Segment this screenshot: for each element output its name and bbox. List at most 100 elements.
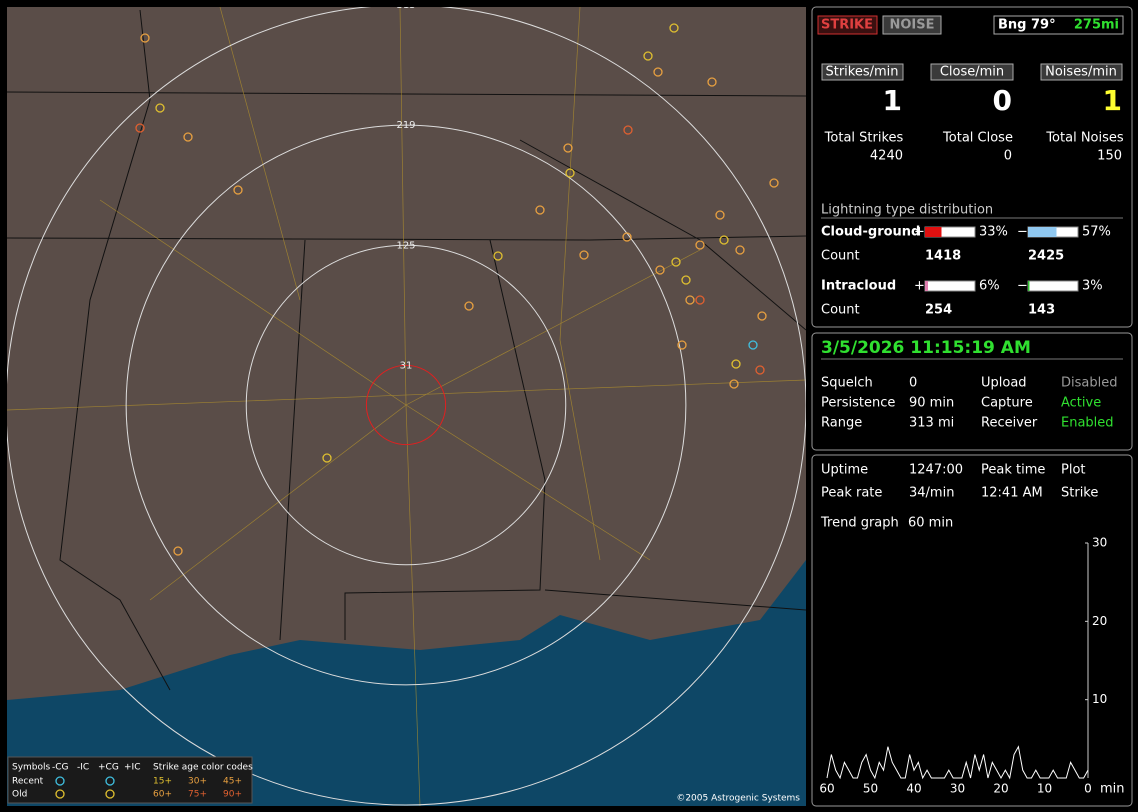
ring-label: 219 bbox=[396, 120, 415, 131]
ring-label: 313 bbox=[396, 0, 415, 11]
x-tick-label: 50 bbox=[863, 782, 878, 796]
legend-symbol: +IC bbox=[124, 763, 140, 773]
bar bbox=[925, 281, 928, 291]
rate-value: 0 bbox=[993, 84, 1012, 117]
percent: 33% bbox=[979, 225, 1008, 240]
bar bbox=[1028, 227, 1057, 237]
count: 254 bbox=[925, 303, 952, 318]
sign: − bbox=[1017, 279, 1028, 294]
x-tick-label: 40 bbox=[906, 782, 921, 796]
setting: Receiver bbox=[981, 416, 1038, 431]
rate-value: 1 bbox=[883, 84, 902, 117]
map: 313 219 125 31 Symbols -CG -IC +CG +IC Stri… bbox=[7, 0, 806, 806]
setting: Disabled bbox=[1061, 376, 1117, 391]
setting: 313 mi bbox=[909, 416, 954, 431]
clock: 3/5/2026 11:15:19 AM bbox=[821, 338, 1031, 358]
total-label: Total Noises bbox=[1045, 131, 1124, 146]
rate-label: Close/min bbox=[940, 65, 1004, 80]
setting: Squelch bbox=[821, 376, 873, 391]
count-label: Count bbox=[821, 249, 860, 264]
sign: + bbox=[914, 279, 925, 294]
percent: 3% bbox=[1082, 279, 1103, 294]
y-tick-label: 30 bbox=[1092, 536, 1107, 550]
count: 1418 bbox=[925, 249, 961, 264]
stat: Uptime bbox=[821, 463, 868, 478]
distribution-title: Lightning type distribution bbox=[821, 203, 993, 218]
trend-label: Trend graph bbox=[820, 516, 899, 531]
ring-label: 31 bbox=[400, 360, 413, 371]
setting: Upload bbox=[981, 376, 1027, 391]
legend-age: 30+ bbox=[188, 777, 207, 787]
stat: Peak time bbox=[981, 463, 1045, 478]
stat: Plot bbox=[1061, 463, 1086, 478]
strike-button[interactable]: STRIKE bbox=[821, 18, 873, 33]
panel-rates: STRIKE NOISE Bng 79° 275mi Strikes/min C… bbox=[811, 6, 1133, 328]
legend bbox=[7, 756, 253, 804]
setting: 0 bbox=[909, 376, 917, 391]
y-tick-label: 20 bbox=[1092, 614, 1107, 628]
x-tick-label: 30 bbox=[950, 782, 965, 796]
rate-label: Noises/min bbox=[1045, 65, 1117, 80]
x-tick-label: 0 bbox=[1084, 782, 1092, 796]
setting: Range bbox=[821, 416, 862, 431]
range-ring bbox=[125, 124, 687, 686]
legend-row: Recent bbox=[12, 777, 44, 787]
range-ring bbox=[7, 7, 806, 806]
legend-symbol: -IC bbox=[77, 763, 89, 773]
count: 2425 bbox=[1028, 249, 1064, 264]
total-label: Total Close bbox=[942, 131, 1013, 146]
type-label: Intracloud bbox=[821, 279, 896, 294]
bearing: Bng 79° bbox=[998, 18, 1056, 33]
sign: − bbox=[1017, 225, 1028, 240]
total-label: Total Strikes bbox=[824, 131, 904, 146]
trend-line bbox=[826, 745, 1089, 780]
legend-symbols bbox=[55, 776, 115, 799]
stat: 34/min bbox=[909, 486, 954, 501]
x-tick-label: 10 bbox=[1037, 782, 1052, 796]
x-unit: min bbox=[1100, 782, 1125, 797]
total-value: 4240 bbox=[870, 149, 903, 164]
close-ring bbox=[365, 364, 447, 446]
strike-symbols bbox=[135, 23, 779, 556]
setting: Persistence bbox=[821, 396, 895, 411]
rate-value: 1 bbox=[1103, 84, 1122, 117]
x-tick-label: 20 bbox=[993, 782, 1008, 796]
total-value: 150 bbox=[1097, 149, 1122, 164]
percent: 6% bbox=[979, 279, 1000, 294]
bar-track bbox=[1027, 280, 1079, 292]
count: 143 bbox=[1028, 303, 1055, 318]
y-tick-label: 10 bbox=[1092, 692, 1107, 706]
legend-symbol: -CG bbox=[52, 763, 69, 773]
ring-label: 125 bbox=[396, 240, 415, 251]
trend-window: 60 min bbox=[908, 516, 953, 531]
stat: 12:41 AM bbox=[981, 486, 1043, 501]
percent: 57% bbox=[1082, 225, 1111, 240]
bar-track bbox=[924, 280, 976, 292]
rate-label: Strikes/min bbox=[825, 65, 898, 80]
distance: 275mi bbox=[1074, 18, 1119, 33]
panel-trend: Uptime 1247:00 Peak time Plot Peak rate 34/mi… bbox=[811, 454, 1133, 807]
legend-age: 45+ bbox=[223, 777, 242, 787]
bar bbox=[1028, 281, 1030, 291]
panel-settings: 3/5/2026 11:15:19 AM Squelch 0 Upload Disab… bbox=[811, 332, 1133, 451]
stat: Peak rate bbox=[821, 486, 882, 501]
total-value: 0 bbox=[1004, 149, 1012, 164]
type-label: Cloud-ground bbox=[821, 225, 920, 240]
setting: 90 min bbox=[909, 396, 954, 411]
sign: + bbox=[914, 225, 925, 240]
legend-age: 15+ bbox=[153, 777, 172, 787]
stat: 1247:00 bbox=[909, 463, 963, 478]
legend-age: 60+ bbox=[153, 790, 172, 800]
setting: Enabled bbox=[1061, 416, 1114, 431]
setting: Capture bbox=[981, 396, 1033, 411]
legend-title: Symbols bbox=[12, 763, 51, 773]
x-tick-label: 60 bbox=[819, 782, 834, 796]
legend-symbol: +CG bbox=[98, 763, 119, 773]
legend-age: 75+ bbox=[188, 790, 207, 800]
legend-age: 90+ bbox=[223, 790, 242, 800]
noise-button[interactable]: NOISE bbox=[889, 18, 934, 33]
legend-row: Old bbox=[12, 790, 27, 800]
setting: Active bbox=[1061, 396, 1101, 411]
legend-age-title: Strike age color codes bbox=[153, 763, 253, 773]
